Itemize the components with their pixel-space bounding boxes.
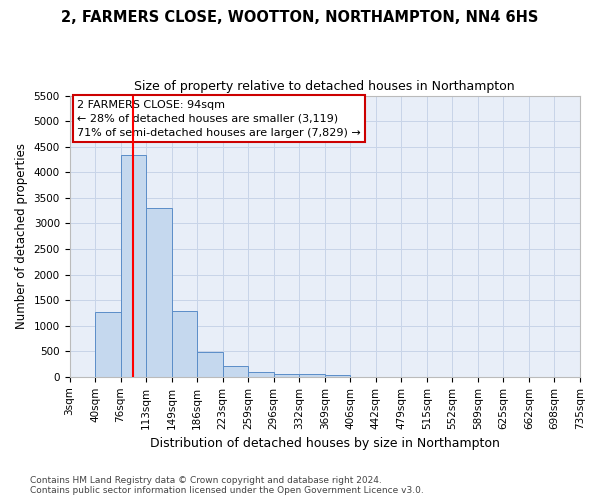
Bar (299, 374, 325, 377)
Bar (274, 374, 299, 377)
Bar (197, 352, 223, 377)
Text: 2 FARMERS CLOSE: 94sqm
← 28% of detached houses are smaller (3,119)
71% of semi-: 2 FARMERS CLOSE: 94sqm ← 28% of detached… (77, 100, 361, 138)
Bar (121, 156, 146, 377)
Bar (248, 372, 274, 377)
Text: 2, FARMERS CLOSE, WOOTTON, NORTHAMPTON, NN4 6HS: 2, FARMERS CLOSE, WOOTTON, NORTHAMPTON, … (61, 10, 539, 25)
X-axis label: Distribution of detached houses by size in Northampton: Distribution of detached houses by size … (150, 437, 500, 450)
Text: Contains HM Land Registry data © Crown copyright and database right 2024.
Contai: Contains HM Land Registry data © Crown c… (30, 476, 424, 495)
Title: Size of property relative to detached houses in Northampton: Size of property relative to detached ho… (134, 80, 515, 93)
Bar (95, 312, 121, 377)
Bar (325, 374, 350, 377)
Y-axis label: Number of detached properties: Number of detached properties (15, 143, 28, 329)
Bar (223, 366, 248, 377)
Bar (172, 312, 197, 377)
Bar (146, 208, 172, 377)
